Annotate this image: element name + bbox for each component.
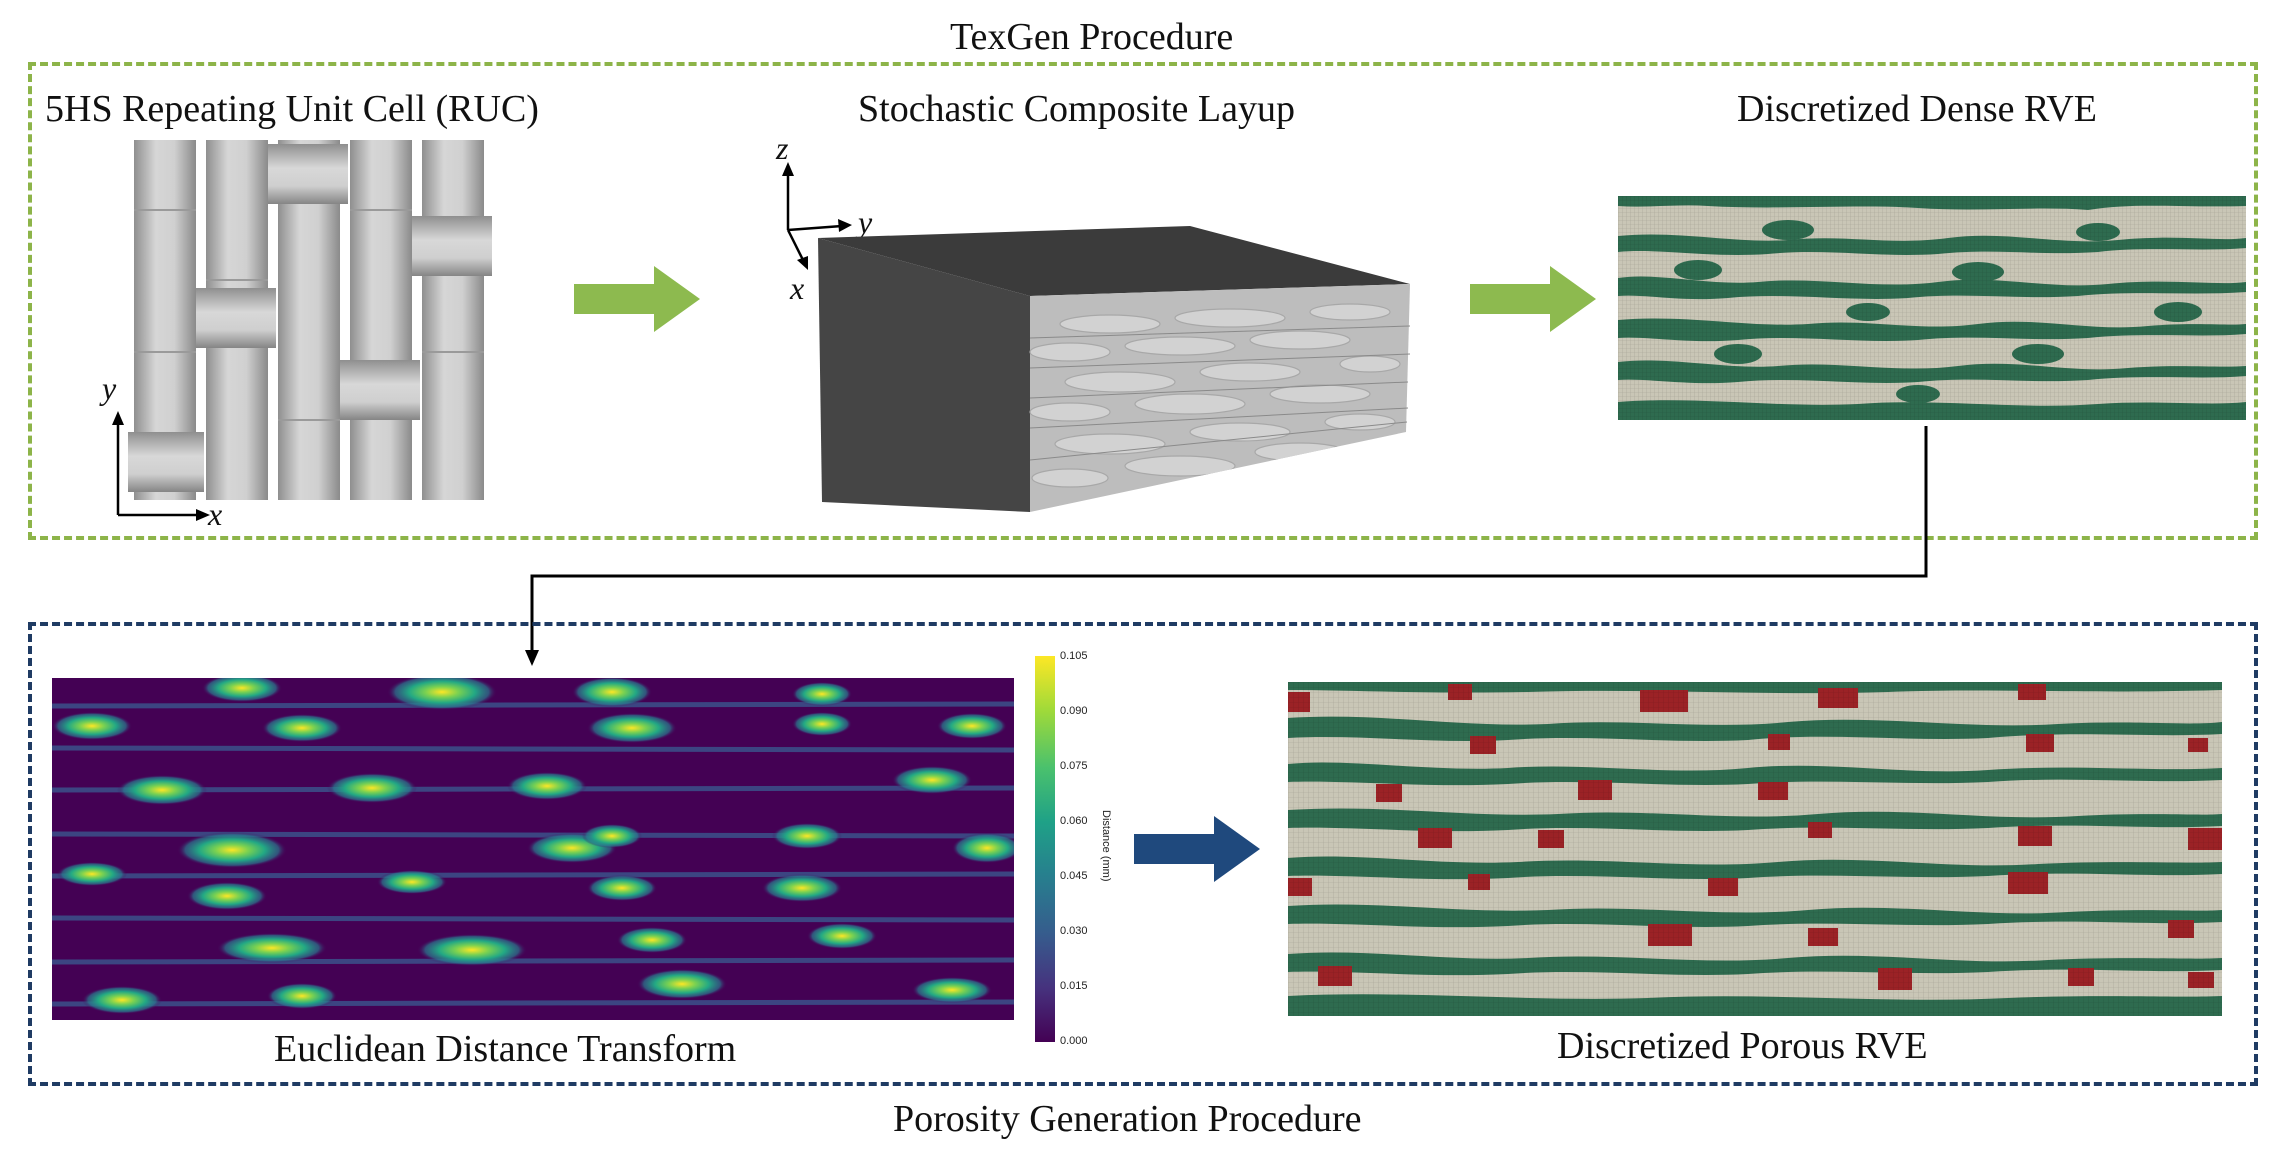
colorbar-tick: 0.000 [1060,1035,1088,1047]
colorbar-tick: 0.090 [1060,705,1088,717]
connector-arrow [525,426,1928,666]
colorbar [1035,656,1055,1042]
ruc-panel-title: 5HS Repeating Unit Cell (RUC) [45,88,539,130]
flow-arrow-3 [1134,816,1260,882]
colorbar-tick: 0.105 [1060,650,1088,662]
ruc-axes [112,411,210,521]
flow-arrow-1 [574,266,700,332]
ruc-weave-image [128,140,498,500]
edt-heatmap [52,678,1014,1020]
bottom-section-title: Porosity Generation Procedure [893,1098,1362,1140]
layup-z-axis-label: z [776,130,789,166]
layup-axes [782,162,852,270]
dense-rve-mesh [1618,196,2246,420]
ruc-x-axis-label: x [208,496,223,532]
porosity-frame [28,622,2258,1086]
dense-panel-title: Discretized Dense RVE [1737,88,2097,130]
colorbar-tick: 0.045 [1060,870,1088,882]
colorbar-tick: 0.060 [1060,815,1088,827]
layup-panel-title: Stochastic Composite Layup [858,88,1295,130]
colorbar-tick: 0.015 [1060,980,1088,992]
colorbar-tick: 0.030 [1060,925,1088,937]
ruc-y-axis-label: y [102,370,117,406]
top-section-title: TexGen Procedure [950,16,1234,58]
texgen-frame [28,62,2258,540]
colorbar-title: Distance (mm) [1100,810,1112,882]
layup-y-axis-label: y [858,204,873,240]
composite-layup-block [818,226,1411,512]
edt-panel-title: Euclidean Distance Transform [274,1028,737,1070]
colorbar-tick: 0.075 [1060,760,1088,772]
flow-arrow-2 [1470,266,1596,332]
porous-panel-title: Discretized Porous RVE [1557,1025,1928,1067]
porous-rve-mesh [1288,682,2222,1016]
layup-x-axis-label: x [790,270,805,306]
